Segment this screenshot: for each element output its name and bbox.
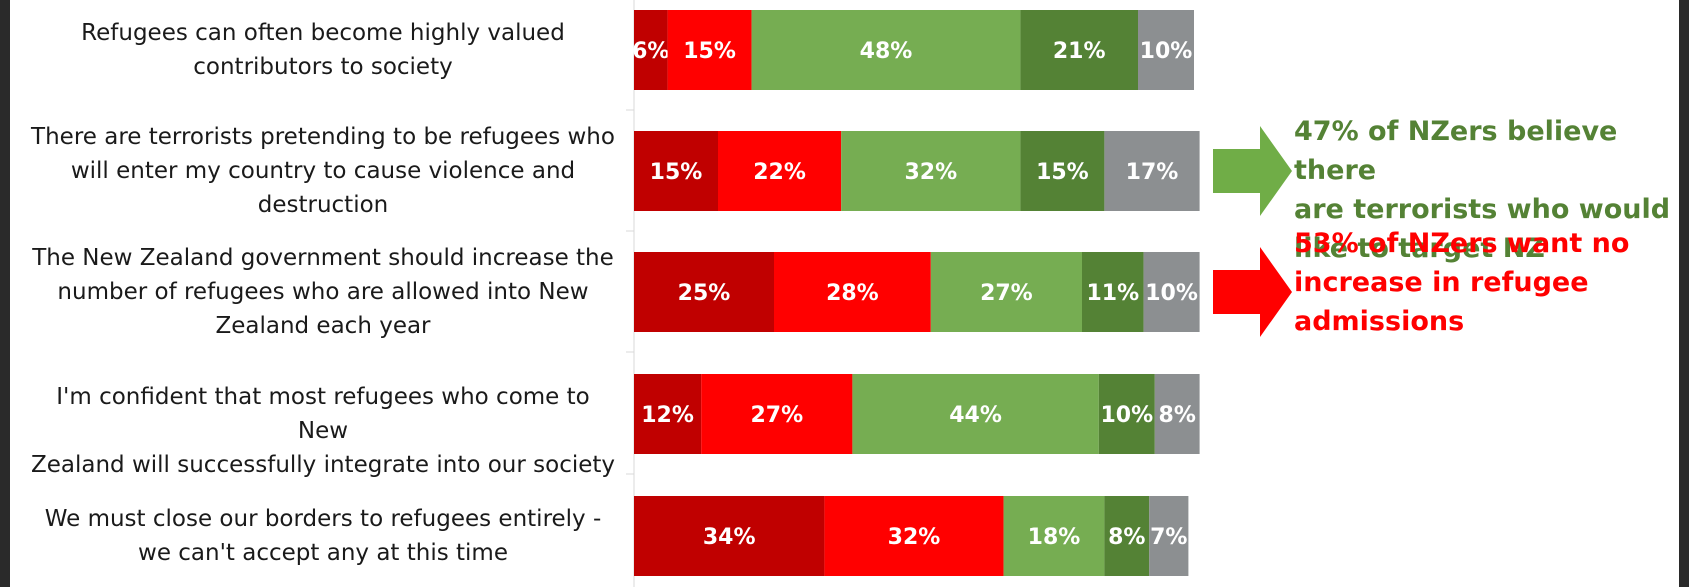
category-label-line: Zealand each year [215,313,431,339]
category-label: The New Zealand government should increa… [28,241,618,343]
category-label-line: number of refugees who are allowed into … [57,279,589,305]
bar-segment [718,131,842,211]
bar-value-label: 15% [650,160,703,185]
bar-segment [634,374,702,454]
bar-segment [1098,374,1155,454]
category-label-line: will enter my country to cause violence … [70,158,576,184]
bar-value-label: 27% [750,403,803,428]
callout-text: 53% of NZers want no increase in refugee a… [1294,224,1629,341]
bar-segment [1020,131,1105,211]
bar-segment [930,252,1082,332]
bar-segment [1149,496,1189,576]
callout-line: like to target NZ [1294,232,1545,264]
bar-value-label: 17% [1126,160,1179,185]
bar-value-label: 18% [1028,525,1081,550]
bar-value-label: 12% [641,403,694,428]
bar-segment [1003,496,1105,576]
callout-line: increase in refugee [1294,266,1589,298]
bar-value-label: 8% [1159,403,1196,428]
bar-value-label: 11% [1086,281,1139,306]
bar-segment [774,252,931,332]
bar-value-label: 22% [753,160,806,185]
bar-segment [634,252,774,332]
callout-line: admissions [1294,305,1465,337]
bar-segment [634,496,825,576]
bar-segment [1104,496,1150,576]
category-label-line: contributors to society [193,54,453,80]
category-label-line: Zealand will successfully integrate into… [30,452,616,478]
bar-segment [824,496,1004,576]
category-label: Refugees can often become highly valued c… [28,16,618,84]
bar-segment [1143,252,1200,332]
bar-segment [1020,10,1138,90]
category-label-line: There are terrorists pretending to be re… [31,124,615,150]
category-label: I'm confident that most refugees who com… [28,380,618,482]
callout-arrow [1213,126,1292,216]
bar-value-label: 27% [980,281,1033,306]
category-label: There are terrorists pretending to be re… [28,120,618,222]
category-label-line: destruction [257,192,389,218]
bar-value-label: 32% [888,525,941,550]
callout-text: 47% of NZers believe there are terrorists… [1294,112,1679,268]
bar-segment [634,10,668,90]
callout-line: 53% of NZers want no [1294,227,1630,259]
bar-value-label: 10% [1145,281,1198,306]
category-label-line: The New Zealand government should increa… [32,245,614,271]
bar-value-label: 6% [632,39,669,64]
bar-value-label: 7% [1150,525,1187,550]
category-label-line: We must close our borders to refugees en… [44,506,602,532]
bar-segment [751,10,1021,90]
callout-line: are terrorists who would [1294,193,1671,225]
callout-line: 47% of NZers believe there [1294,115,1618,186]
bar-value-label: 44% [949,403,1002,428]
bar-segment [1082,252,1144,332]
category-label-line: we can't accept any at this time [138,540,508,566]
bar-segment [1104,131,1200,211]
category-label-line: I'm confident that most refugees who com… [56,384,590,444]
bar-value-label: 28% [826,281,879,306]
bar-segment [634,131,718,211]
category-label-line: Refugees can often become highly valued [81,20,565,46]
bar-value-label: 8% [1108,525,1145,550]
chart-panel: 6% 15% 48% 21% 10% 15% 22% 32% 15% 17% 25% 28% 27% 11… [10,0,1679,587]
bar-segment [852,374,1099,454]
bar-segment [1154,374,1200,454]
bar-segment [841,131,1021,211]
bar-value-label: 15% [683,39,736,64]
bar-value-label: 10% [1140,39,1193,64]
stacked-bar-chart: 6% 15% 48% 21% 10% 15% 22% 32% 15% 17% 25% 28% 27% 11… [626,0,1292,587]
bar-value-label: 10% [1100,403,1153,428]
bar-segment [701,374,853,454]
bar-value-label: 32% [904,160,957,185]
bar-value-label: 25% [678,281,731,306]
bar-value-label: 48% [860,39,913,64]
bar-value-label: 34% [703,525,756,550]
callout-arrow [1213,247,1292,337]
bar-value-label: 21% [1053,39,1106,64]
bar-segment [667,10,752,90]
bar-segment [1138,10,1194,90]
bar-value-label: 15% [1036,160,1089,185]
category-label: We must close our borders to refugees en… [28,502,618,570]
